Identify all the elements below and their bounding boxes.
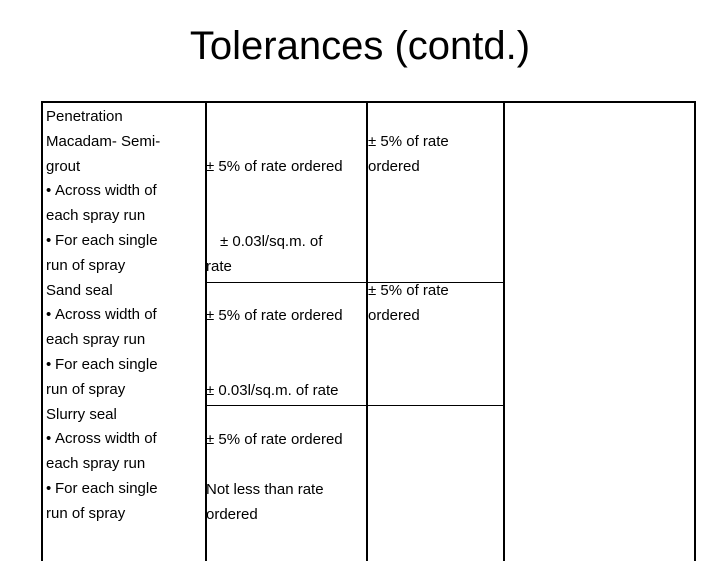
row-divider bbox=[205, 405, 503, 406]
tolerance-value: ± 5% of rate ordered bbox=[206, 307, 343, 324]
row-heading: Macadam- Semi- bbox=[46, 132, 161, 150]
tolerance-value: Not less than rate ordered bbox=[206, 481, 324, 523]
row-heading: Sand seal bbox=[46, 281, 113, 299]
bullet-icon: • bbox=[46, 430, 52, 448]
bullet-item-text: run of spray bbox=[46, 504, 126, 522]
tolerance-value: ± 0.03l/sq.m. of rate bbox=[206, 233, 323, 275]
bullet-item: • Across width of bbox=[46, 427, 160, 452]
row-heading: Slurry seal bbox=[46, 405, 117, 423]
tolerance-value-alt: ± 5% of rate ordered bbox=[368, 133, 449, 175]
row-divider bbox=[205, 282, 503, 283]
row-heading: grout bbox=[46, 157, 81, 175]
tolerance-value: ± 0.03l/sq.m. of rate bbox=[206, 382, 339, 399]
bullet-icon: • bbox=[46, 231, 52, 249]
description-column: Penetration Macadam- Semi- grout • Across… bbox=[46, 105, 160, 527]
slide-title: Tolerances (contd.) bbox=[189, 24, 531, 68]
bullet-icon: • bbox=[46, 306, 52, 324]
bullet-item: • For each single bbox=[46, 229, 160, 254]
column-divider bbox=[366, 101, 368, 561]
tolerance-value-alt: ± 5% of rate ordered bbox=[368, 282, 449, 324]
column-divider bbox=[205, 101, 207, 561]
bullet-item-text: each spray run bbox=[46, 455, 146, 473]
bullet-item: • For each single bbox=[46, 353, 160, 378]
bullet-item-text: run of spray bbox=[46, 380, 126, 398]
tolerance-value: ± 5% of rate ordered bbox=[206, 158, 343, 175]
bullet-item: • Across width of bbox=[46, 303, 160, 328]
tolerance-value: ± 5% of rate ordered bbox=[206, 431, 343, 448]
bullet-icon: • bbox=[46, 479, 52, 497]
row-heading: Penetration bbox=[46, 108, 123, 125]
bullet-item: • For each single bbox=[46, 477, 160, 502]
column-divider bbox=[503, 101, 505, 561]
bullet-item-text: each spray run bbox=[46, 331, 146, 349]
bullet-icon: • bbox=[46, 182, 52, 200]
bullet-icon: • bbox=[46, 355, 52, 373]
bullet-item: • Across width of bbox=[46, 179, 160, 204]
bullet-item-text: each spray run bbox=[46, 207, 146, 225]
bullet-item-text: run of spray bbox=[46, 256, 126, 274]
tolerances-table: Penetration Macadam- Semi- grout • Across… bbox=[41, 101, 696, 561]
